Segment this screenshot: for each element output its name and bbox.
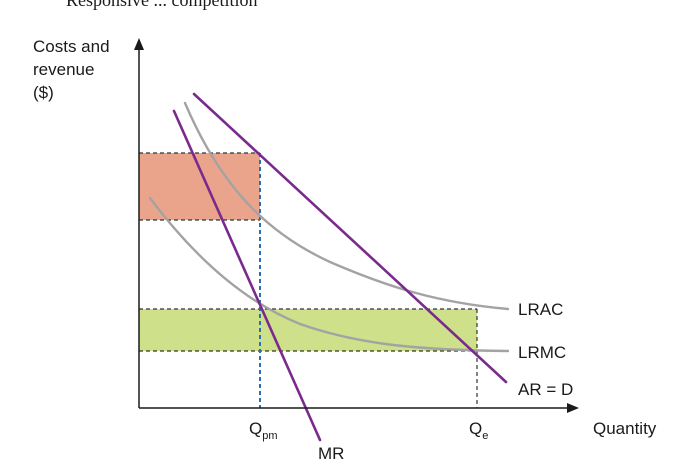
lrac-curve bbox=[183, 101, 510, 311]
y-axis-arrow bbox=[134, 38, 144, 50]
x-axis-arrow bbox=[567, 403, 579, 413]
ar-demand-curve bbox=[192, 92, 508, 384]
lrac-label: LRAC bbox=[518, 300, 563, 319]
qe-tick-main: Q bbox=[469, 419, 482, 438]
lrmc-curve bbox=[148, 196, 510, 353]
lrmc-label: LRMC bbox=[518, 343, 566, 362]
mr-curve bbox=[172, 109, 322, 442]
y-axis-label-line2: revenue bbox=[33, 60, 94, 79]
qe-tick-sub: e bbox=[482, 430, 488, 442]
supernormal-profit-area bbox=[139, 153, 260, 220]
cost-comparison-area bbox=[139, 309, 477, 351]
y-axis-label-line1: Costs and bbox=[33, 37, 110, 56]
qe-tick-label: Qe bbox=[469, 419, 488, 442]
ar-d-label: AR = D bbox=[518, 380, 573, 399]
qpm-tick-label: Qpm bbox=[249, 419, 278, 442]
x-axis-label: Quantity bbox=[593, 419, 657, 438]
qpm-tick-main: Q bbox=[249, 419, 262, 438]
mr-label: MR bbox=[318, 444, 344, 463]
cropped-heading: Responsive ... competition bbox=[66, 0, 257, 10]
y-axis-label-line3: ($) bbox=[33, 83, 54, 102]
qpm-tick-sub: pm bbox=[262, 430, 277, 442]
